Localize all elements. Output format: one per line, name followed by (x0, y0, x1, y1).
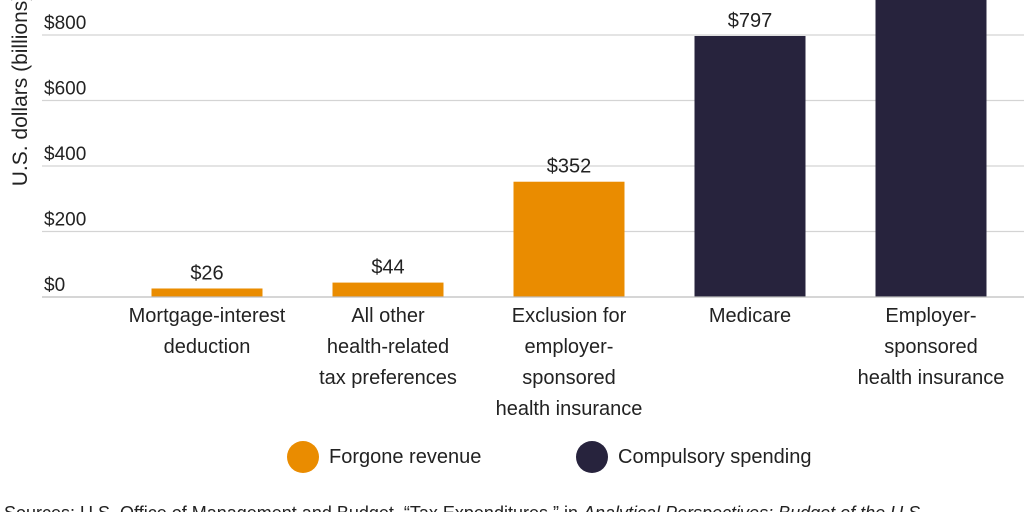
category-label-line: tax preferences (319, 367, 457, 389)
bar-value-label: $26 (190, 262, 223, 284)
category-label-line: health insurance (858, 367, 1005, 389)
source-italic: Analytical Perspectives: Budget of the U… (582, 503, 925, 512)
bars (151, 0, 987, 298)
category-label: Mortgage-interest deduction (129, 305, 286, 358)
y-axis-ticks: $0 $200 $400 $600 $800 (44, 13, 86, 296)
category-label-line: Exclusion for (512, 305, 627, 327)
category-label: Medicare (709, 305, 791, 327)
category-label-line: health-related (327, 336, 449, 358)
y-tick-label: $200 (44, 210, 86, 231)
category-label: Employer-sponsored health insurance (858, 305, 1005, 389)
category-label-line: employer- (525, 336, 614, 358)
bar (694, 35, 806, 298)
category-label-line: Employer- (885, 305, 976, 327)
bar-value-label: $352 (547, 156, 592, 178)
category-label-line: health insurance (496, 398, 643, 420)
y-tick-label: $800 (44, 13, 86, 34)
category-label-line: Medicare (709, 305, 791, 327)
category-label: All other health-related tax preferences (319, 305, 457, 389)
legend-swatch (287, 441, 319, 473)
category-label-line: Mortgage-interest (129, 305, 286, 327)
bar-value-label: $797 (728, 10, 773, 32)
y-axis-label: U.S. dollars (billions) (9, 0, 32, 186)
legend-label: Compulsory spending (618, 446, 811, 468)
source-prefix: Sources: U.S. Office of Management and B… (4, 503, 583, 512)
x-axis-labels: Mortgage-interest deduction All other healt… (129, 305, 1005, 420)
source-note: Sources: U.S. Office of Management and B… (4, 503, 925, 512)
category-label-line: sponsored (884, 336, 977, 358)
legend: Forgone revenue Compulsory spending (287, 441, 811, 473)
bar-value-label: $44 (371, 257, 404, 279)
legend-swatch (576, 441, 608, 473)
category-label-line: deduction (164, 336, 251, 358)
category-label-line: sponsored (522, 367, 615, 389)
category-label-line: All other (351, 305, 425, 327)
data-labels: $26 $44 $352 $797 (190, 10, 772, 285)
category-label: Exclusion for employer-sponsored health in… (496, 305, 643, 420)
y-tick-label: $600 (44, 79, 86, 100)
bar (875, 0, 987, 297)
y-tick-label: $0 (44, 275, 65, 296)
bar (332, 282, 444, 297)
y-tick-label: $400 (44, 144, 86, 165)
bar (513, 181, 625, 297)
bar (151, 288, 263, 297)
legend-label: Forgone revenue (329, 446, 481, 468)
